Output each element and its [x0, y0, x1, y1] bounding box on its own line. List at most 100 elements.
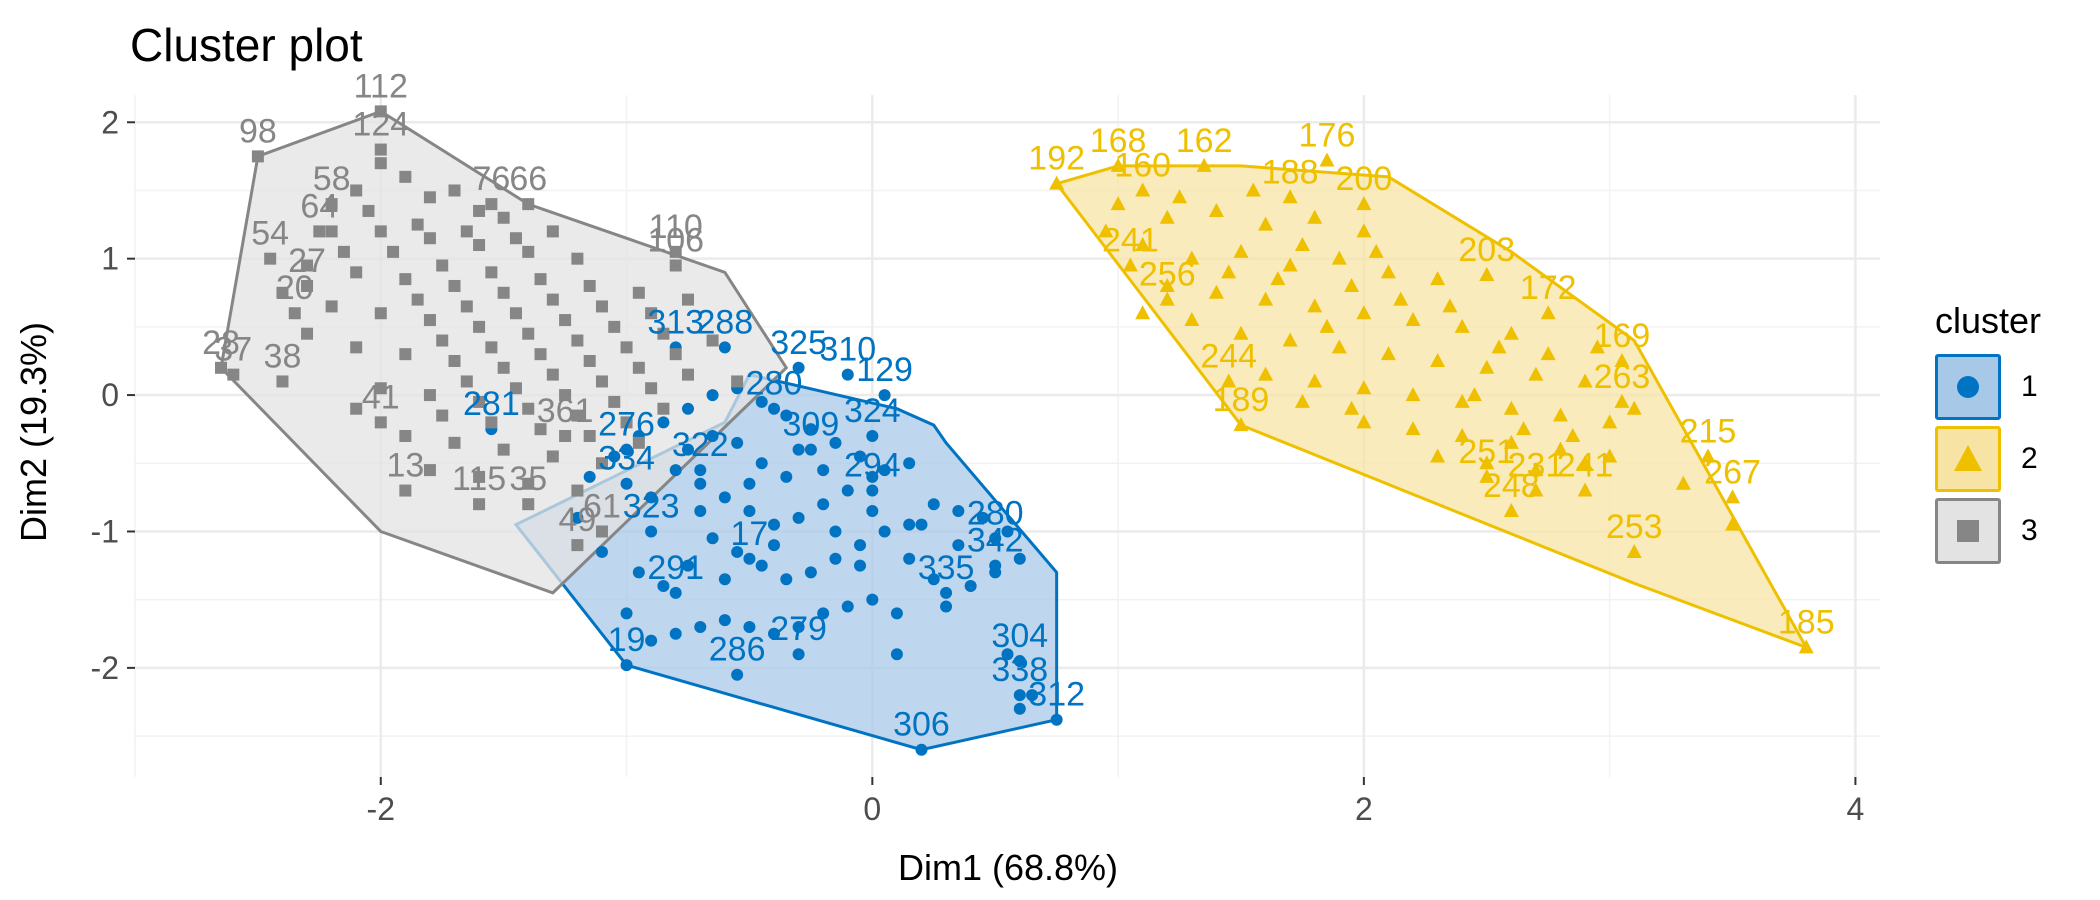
point-cluster-2 [1221, 373, 1237, 388]
point-label-cluster-1: 294 [844, 447, 901, 485]
point-cluster-3 [374, 416, 387, 429]
point-cluster-1 [854, 539, 867, 552]
point-cluster-3 [559, 430, 572, 442]
point-cluster-1 [768, 627, 781, 640]
point-label-cluster-3: 124 [352, 106, 409, 144]
point-cluster-3 [350, 266, 363, 279]
point-cluster-3 [522, 245, 535, 258]
point-cluster-3 [522, 402, 535, 415]
point-cluster-2 [1208, 202, 1224, 217]
point-label-cluster-1: 306 [893, 706, 950, 744]
point-cluster-3 [595, 375, 608, 388]
point-cluster-1 [595, 545, 608, 558]
point-label-cluster-1: 325 [770, 324, 827, 362]
point-cluster-1 [878, 389, 891, 402]
point-cluster-2 [1282, 189, 1298, 204]
point-cluster-3 [583, 279, 596, 292]
point-cluster-1 [866, 470, 879, 483]
point-cluster-2 [1503, 434, 1519, 449]
point-cluster-2 [1159, 277, 1175, 292]
point-label-cluster-3: 58 [313, 160, 351, 198]
point-cluster-2 [1380, 346, 1396, 361]
point-label-cluster-1: 310 [819, 331, 876, 369]
point-cluster-3 [595, 300, 608, 313]
point-cluster-1 [1050, 713, 1063, 726]
point-cluster-1 [743, 620, 756, 633]
point-label-cluster-1: 286 [709, 631, 766, 669]
point-cluster-2 [1356, 380, 1372, 395]
point-cluster-2 [1344, 277, 1360, 292]
point-cluster-3 [546, 368, 559, 381]
point-cluster-3 [473, 320, 486, 333]
legend-item-1: 1 [1935, 352, 2095, 422]
point-cluster-2 [1503, 325, 1519, 340]
point-cluster-3 [276, 375, 289, 388]
point-cluster-3 [657, 402, 670, 415]
point-cluster-3 [374, 143, 387, 156]
point-cluster-3 [620, 341, 633, 354]
legend-item-2: 2 [1935, 424, 2095, 494]
point-cluster-3 [411, 218, 424, 231]
point-cluster-1 [743, 477, 756, 490]
y-tick-label: -2 [91, 650, 119, 686]
point-cluster-1 [804, 566, 817, 579]
point-cluster-1 [940, 600, 953, 613]
point-label-cluster-3: 49 [558, 501, 596, 539]
point-label-cluster-2: 203 [1458, 231, 1515, 269]
point-cluster-2 [1331, 250, 1347, 265]
point-cluster-3 [608, 395, 621, 408]
point-cluster-1 [669, 627, 682, 640]
point-cluster-1 [854, 559, 867, 572]
point-cluster-1 [632, 566, 645, 579]
point-cluster-3 [350, 341, 363, 354]
point-label-cluster-1: 129 [856, 351, 913, 389]
point-cluster-2 [1675, 475, 1691, 490]
point-cluster-3 [325, 225, 338, 238]
point-cluster-2 [1466, 387, 1482, 402]
point-cluster-2 [1528, 462, 1544, 477]
point-cluster-1 [915, 518, 928, 531]
point-cluster-2 [1258, 216, 1274, 231]
point-label-cluster-2: 241 [1557, 447, 1614, 485]
point-cluster-1 [841, 368, 854, 381]
point-cluster-3 [706, 334, 719, 347]
point-cluster-2 [1552, 441, 1568, 456]
point-cluster-2 [1380, 264, 1396, 279]
point-label-cluster-2: 263 [1594, 358, 1651, 396]
point-label-cluster-3: 38 [264, 337, 302, 375]
point-cluster-1 [694, 464, 707, 477]
point-cluster-2 [1098, 223, 1114, 238]
point-cluster-1 [976, 511, 989, 524]
point-cluster-3 [608, 320, 621, 333]
point-label-cluster-3: 64 [300, 187, 338, 225]
point-label-cluster-2: 253 [1606, 508, 1663, 546]
point-label-cluster-1: 338 [991, 651, 1048, 689]
point-cluster-1 [620, 659, 633, 672]
point-cluster-3 [595, 457, 608, 470]
point-cluster-3 [423, 464, 436, 477]
y-tick-label: -1 [91, 513, 119, 549]
point-cluster-3 [522, 198, 535, 211]
point-label-cluster-2: 244 [1200, 337, 1257, 375]
point-cluster-3 [473, 239, 486, 252]
point-cluster-1 [706, 430, 719, 442]
point-cluster-2 [1700, 448, 1716, 463]
x-axis: -2 0 2 4 [367, 777, 1864, 827]
point-cluster-1 [792, 511, 805, 524]
point-cluster-2 [1491, 339, 1507, 354]
x-axis-title: Dim1 (68.8%) [898, 847, 1118, 888]
point-cluster-2 [1430, 448, 1446, 463]
point-label-cluster-3: 112 [354, 67, 408, 105]
point-label-cluster-1: 288 [696, 303, 753, 341]
point-cluster-3 [546, 225, 559, 238]
point-cluster-3 [423, 389, 436, 402]
cluster-3-hull [219, 109, 789, 595]
point-cluster-2 [1614, 393, 1630, 408]
point-cluster-1 [743, 505, 756, 518]
point-cluster-1 [841, 600, 854, 613]
point-cluster-3 [509, 307, 522, 320]
point-cluster-3 [350, 402, 363, 415]
point-cluster-3 [460, 300, 473, 313]
point-cluster-3 [509, 232, 522, 245]
point-cluster-2 [1552, 407, 1568, 422]
